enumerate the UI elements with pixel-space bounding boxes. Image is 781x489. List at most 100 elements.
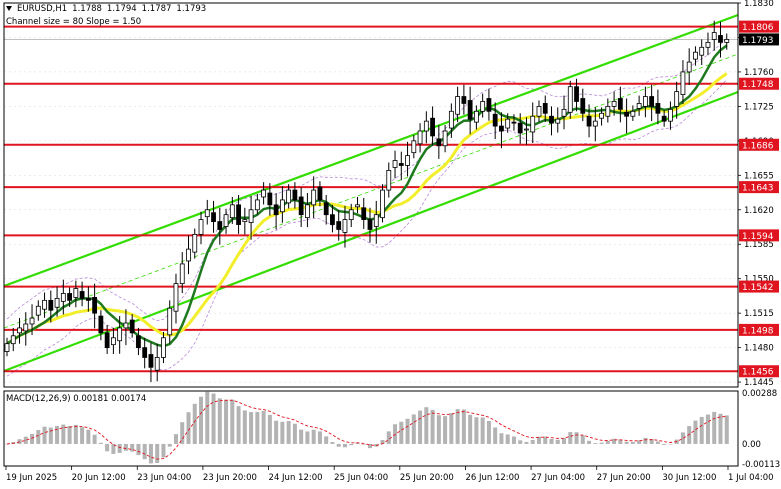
macd-histogram-bar <box>668 443 673 445</box>
macd-histogram-bar <box>355 442 360 444</box>
candle-body <box>455 96 461 115</box>
price-tick-label-0: 1.1830 <box>744 0 774 9</box>
candle-body <box>392 160 398 168</box>
macd-histogram-bar <box>30 434 35 444</box>
level-tag-6 <box>739 323 779 336</box>
candle-body <box>599 112 604 119</box>
macd-histogram-bar <box>236 406 241 444</box>
macd-histogram-bar <box>305 431 310 444</box>
candle-body <box>4 343 10 352</box>
macd-histogram-bar <box>555 439 560 444</box>
macd-histogram-bar <box>655 441 660 444</box>
ohlc-open: 1.1788 <box>72 4 102 14</box>
candle-body <box>361 207 367 221</box>
candle-body <box>217 221 223 230</box>
candle-body <box>204 209 210 218</box>
macd-histogram-bar <box>618 439 623 444</box>
macd-histogram-bar <box>443 416 448 444</box>
candle-body <box>279 199 285 213</box>
support-resistance-levels <box>4 25 738 373</box>
level-tag-7 <box>739 365 779 378</box>
candle-body <box>586 115 592 127</box>
macd-panel <box>5 391 729 464</box>
macd-histogram-bar <box>493 427 498 444</box>
candle-body <box>298 196 304 216</box>
candle-body <box>154 357 160 371</box>
candle-body <box>148 354 154 368</box>
candle-body <box>649 96 655 107</box>
macd-tick-label-2: -0.00113 <box>742 460 780 470</box>
candle-body <box>524 128 529 131</box>
macd-histogram-bar <box>461 409 466 444</box>
macd-histogram-bar <box>148 443 153 464</box>
macd-histogram-bar <box>167 443 172 447</box>
candle-body <box>630 110 636 117</box>
ohlc-high: 1.1794 <box>106 4 137 14</box>
time-label-7: 26 Jun 12:00 <box>465 473 519 483</box>
macd-histogram-bar <box>186 412 191 444</box>
channel-mid-line <box>3 53 739 329</box>
candle-body <box>73 288 79 298</box>
macd-histogram-bar <box>649 438 654 444</box>
macd-histogram-bar <box>693 420 698 444</box>
macd-histogram-bar <box>292 423 297 444</box>
candle-body <box>511 121 517 124</box>
candle-body <box>142 347 148 358</box>
candle-body <box>367 219 373 230</box>
macd-histogram-bar <box>361 443 366 445</box>
candle-body <box>104 332 110 349</box>
macd-histogram-bar <box>562 438 567 444</box>
candle-body <box>236 204 241 225</box>
symbol-label: EURUSD,H1 <box>17 4 68 14</box>
macd-histogram-bar <box>161 443 166 458</box>
candle-body <box>373 214 379 227</box>
macd-histogram-bar <box>105 443 110 452</box>
price-tick-label-2: 1.1760 <box>744 68 774 78</box>
macd-histogram-bar <box>224 399 229 444</box>
time-label-11: 1 Jul 04:00 <box>728 473 774 483</box>
macd-histogram-bar <box>142 443 147 460</box>
candle-body <box>668 108 673 122</box>
macd-histogram-bar <box>480 417 485 444</box>
macd-histogram-bar <box>192 403 197 444</box>
macd-histogram-bar <box>587 440 592 444</box>
candle-body <box>636 103 642 109</box>
macd-histogram-bar <box>705 414 710 444</box>
macd-histogram-bar <box>593 443 598 444</box>
candle-body <box>10 335 16 345</box>
level-tag-5 <box>739 280 779 293</box>
candle-body <box>17 327 22 334</box>
candle-body <box>60 293 66 302</box>
candle-body <box>686 61 692 73</box>
macd-histogram-bar <box>86 429 91 444</box>
macd-signal-line <box>6 399 727 460</box>
macd-histogram-bar <box>330 442 335 444</box>
candle-body <box>110 337 116 346</box>
candle-body <box>530 115 536 133</box>
dropdown-icon[interactable] <box>6 6 12 11</box>
candle-body <box>48 299 54 311</box>
current-price-text: 1.1793 <box>742 36 774 46</box>
macd-histogram-bar <box>249 412 254 444</box>
candle-body <box>436 138 442 147</box>
macd-histogram-bar <box>255 411 260 444</box>
candle-body <box>711 32 717 40</box>
ohlc-low: 1.1787 <box>141 4 172 14</box>
macd-histogram-bar <box>612 438 617 444</box>
candle-body <box>611 101 617 107</box>
macd-histogram-bar <box>173 434 178 444</box>
macd-histogram-bar <box>543 436 548 444</box>
macd-histogram-bar <box>36 430 41 444</box>
macd-histogram-bar <box>580 435 585 444</box>
macd-tick-label-1: 0.00 <box>742 440 761 450</box>
macd-histogram-bar <box>111 443 116 454</box>
candle-body <box>480 101 486 112</box>
macd-histogram-bar <box>699 416 704 444</box>
macd-histogram-bar <box>230 399 235 444</box>
candle-body <box>499 125 504 132</box>
candle-body <box>699 46 705 56</box>
candle-body <box>592 120 598 127</box>
macd-histogram-bar <box>486 421 491 444</box>
candle-body <box>680 71 686 95</box>
candle-body <box>92 296 98 314</box>
